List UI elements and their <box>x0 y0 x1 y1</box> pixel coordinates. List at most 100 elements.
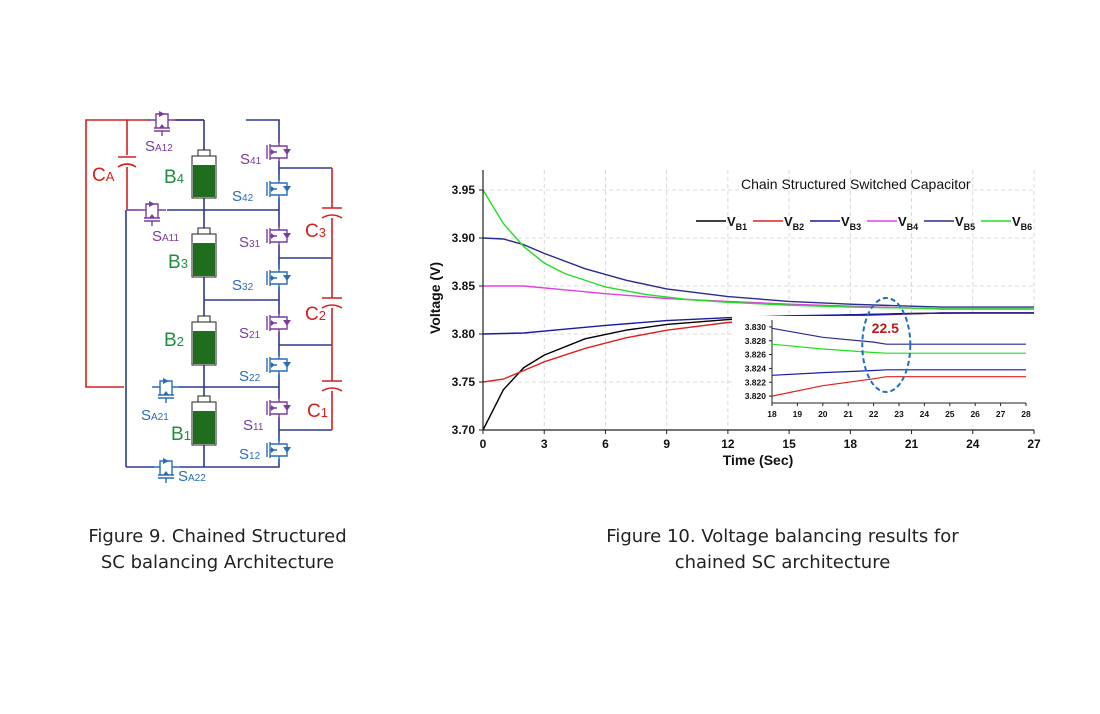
label-b3: B3 <box>168 252 188 273</box>
mosfet-sa11 <box>138 201 166 226</box>
legend-label-b1: VB1 <box>727 214 747 232</box>
label-sa11: SA11 <box>152 228 180 245</box>
mosfet-s12 <box>266 436 291 464</box>
x-tick-label: 0 <box>480 437 487 451</box>
legend-label-b4: VB4 <box>898 214 918 232</box>
x-tick-label: 6 <box>602 437 609 451</box>
y-tick-label: 3.70 <box>452 423 476 437</box>
label-c3: C3 <box>305 221 326 242</box>
battery-b1-symbol <box>191 395 217 446</box>
inset-y-tick-label: 3.828 <box>745 336 767 346</box>
mosfet-sa21 <box>152 378 180 403</box>
inset-y-tick-label: 3.820 <box>745 391 767 401</box>
inset-y-tick-label: 3.824 <box>745 363 767 373</box>
c3-plate-bottom <box>321 214 343 219</box>
top-bus <box>176 119 280 135</box>
label-sa21: SA21 <box>141 407 169 424</box>
y-axis-label: Voltage (V) <box>427 262 443 334</box>
label-s41: S41 <box>240 151 262 168</box>
mosfet-s32 <box>266 264 291 292</box>
chart-legend: VB1 VB2 VB3 VB4 VB5 VB6 <box>696 214 1032 232</box>
mosfet-sa22 <box>152 458 180 483</box>
y-tick-label: 3.90 <box>452 231 476 245</box>
c2-plate-bottom <box>321 304 343 309</box>
x-tick-label: 21 <box>905 437 919 451</box>
mosfet-s22 <box>266 351 291 379</box>
y-tick-label: 3.75 <box>452 375 476 389</box>
figure-9-caption: Figure 9. Chained Structured SC balancin… <box>60 524 375 576</box>
inset-y-tick-label: 3.830 <box>745 322 767 332</box>
chart-ticks: 0 3 6 9 12 15 18 21 24 27 3.70 3.75 3.80 3.85 3.90 3.95 <box>452 183 1041 451</box>
x-tick-label: 24 <box>966 437 980 451</box>
series-line-b6 <box>482 189 1034 310</box>
inset-x-tick-label: 19 <box>793 409 803 419</box>
chart-series <box>482 189 1034 431</box>
label-b4: B4 <box>164 167 184 188</box>
label-s42: S42 <box>232 188 254 205</box>
inset-series-line <box>771 327 1026 345</box>
battery-b3-symbol <box>191 227 217 278</box>
label-b2: B2 <box>164 330 184 351</box>
inset-series-line <box>771 376 1026 397</box>
figure-10-caption-line-1: Figure 10. Voltage balancing results for <box>606 526 959 547</box>
figure-10-caption: Figure 10. Voltage balancing results for… <box>560 524 1005 576</box>
legend-label-b6: VB6 <box>1012 214 1032 232</box>
inset-x-tick-label: 28 <box>1021 409 1031 419</box>
legend-label-b2: VB2 <box>784 214 804 232</box>
inset-y-tick-label: 3.826 <box>745 350 767 360</box>
label-s21: S21 <box>239 325 261 342</box>
voltage-balancing-chart: 0 3 6 9 12 15 18 21 24 27 3.70 3.75 3.80 3.85 3.90 3.95… <box>427 170 1041 468</box>
mosfet-s11 <box>266 394 291 422</box>
series-line-b5 <box>482 237 1034 308</box>
inset-x-tick-label: 18 <box>767 409 777 419</box>
inset-x-tick-label: 20 <box>818 409 828 419</box>
midpoint-wires <box>279 167 332 431</box>
figure-9-caption-line-2: SC balancing Architecture <box>100 552 335 573</box>
mosfet-s21 <box>266 309 291 337</box>
chart-axes <box>482 170 1034 431</box>
inset-x-tick-label: 22 <box>869 409 879 419</box>
y-tick-label: 3.95 <box>452 183 476 197</box>
chart-title: Chain Structured Switched Capacitor <box>741 176 971 192</box>
inset-x-tick-label: 26 <box>970 409 980 419</box>
x-tick-label: 9 <box>663 437 670 451</box>
x-axis-label: Time (Sec) <box>723 452 794 468</box>
y-tick-label: 3.85 <box>452 279 476 293</box>
inset-highlight-ellipse <box>861 297 912 393</box>
label-s22: S22 <box>239 368 261 385</box>
inset-x-tick-label: 21 <box>843 409 853 419</box>
x-tick-label: 3 <box>541 437 548 451</box>
mosfet-sa12 <box>148 111 176 136</box>
inset-y-tick-label: 3.822 <box>745 377 767 387</box>
inset-x-tick-label: 25 <box>945 409 955 419</box>
label-ca: CA <box>92 165 115 186</box>
label-c1: C1 <box>307 401 328 422</box>
mosfet-s41 <box>266 138 291 166</box>
x-tick-label: 18 <box>844 437 858 451</box>
y-tick-label: 3.80 <box>452 327 476 341</box>
inset-annotation: 22.5 <box>872 320 899 336</box>
figure-9-caption-line-1: Figure 9. Chained Structured <box>88 526 347 547</box>
label-s12: S12 <box>239 446 261 463</box>
mosfet-s42 <box>266 175 291 203</box>
ca-plate-bottom <box>117 163 137 168</box>
legend-label-b3: VB3 <box>841 214 861 232</box>
legend-label-b5: VB5 <box>955 214 975 232</box>
zoom-inset: 18 19 20 21 22 23 24 25 26 27 28 3.820 3.822 3.824 3.8… <box>732 297 1036 425</box>
label-c2: C2 <box>305 304 326 325</box>
label-sa22: SA22 <box>178 468 206 485</box>
label-b1: B1 <box>171 424 191 445</box>
chained-sc-circuit-diagram: CA C3 C2 C1 B4 B3 B2 B1 SA12 SA11 SA21 S… <box>85 111 343 485</box>
label-s11: S11 <box>243 417 264 434</box>
x-tick-label: 27 <box>1027 437 1041 451</box>
series-line-b4 <box>483 285 1034 310</box>
battery-b2-symbol <box>191 315 217 366</box>
label-s31: S31 <box>239 234 261 251</box>
mosfet-switches <box>138 111 291 483</box>
inset-series-line <box>771 343 1026 354</box>
inset-x-tick-label: 27 <box>996 409 1006 419</box>
figure-10-caption-line-2: chained SC architecture <box>674 552 891 573</box>
c1-plate-bottom <box>321 387 343 392</box>
inset-x-tick-label: 24 <box>920 409 930 419</box>
label-sa12: SA12 <box>145 138 173 155</box>
